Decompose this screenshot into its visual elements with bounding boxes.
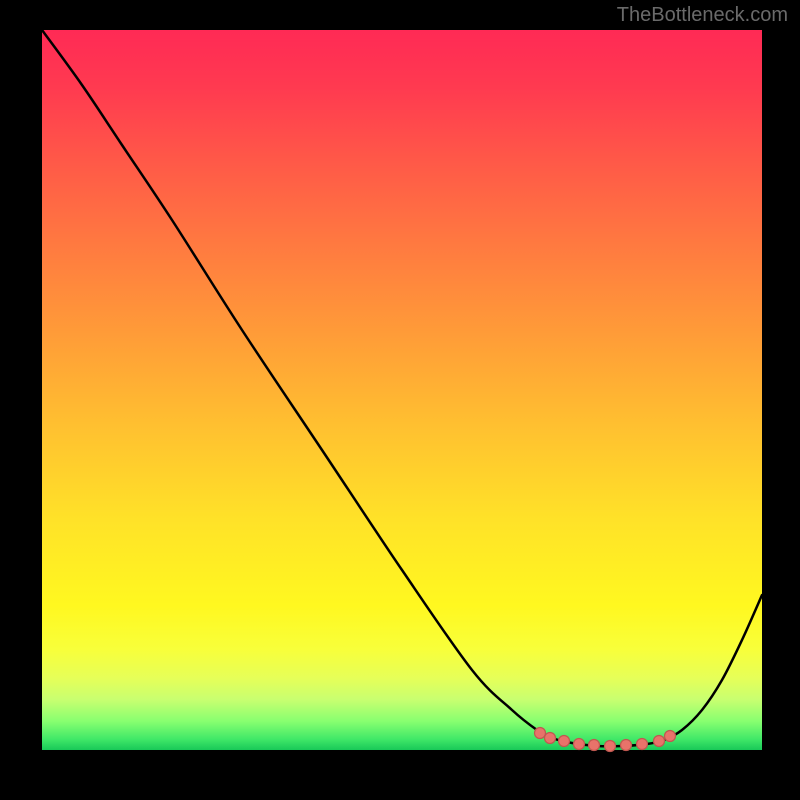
valley-marker (654, 736, 665, 747)
valley-marker (605, 741, 616, 752)
valley-marker (621, 740, 632, 751)
valley-marker (545, 733, 556, 744)
watermark-text: TheBottleneck.com (617, 4, 788, 27)
bottleneck-curve (42, 30, 762, 746)
valley-marker (665, 731, 676, 742)
valley-marker (535, 728, 546, 739)
valley-marker (637, 739, 648, 750)
plot-area (42, 30, 762, 750)
chart-container: TheBottleneck.com (0, 0, 800, 800)
curve-layer (42, 30, 762, 750)
valley-marker (559, 736, 570, 747)
valley-markers (535, 728, 676, 752)
valley-marker (574, 739, 585, 750)
valley-marker (589, 740, 600, 751)
